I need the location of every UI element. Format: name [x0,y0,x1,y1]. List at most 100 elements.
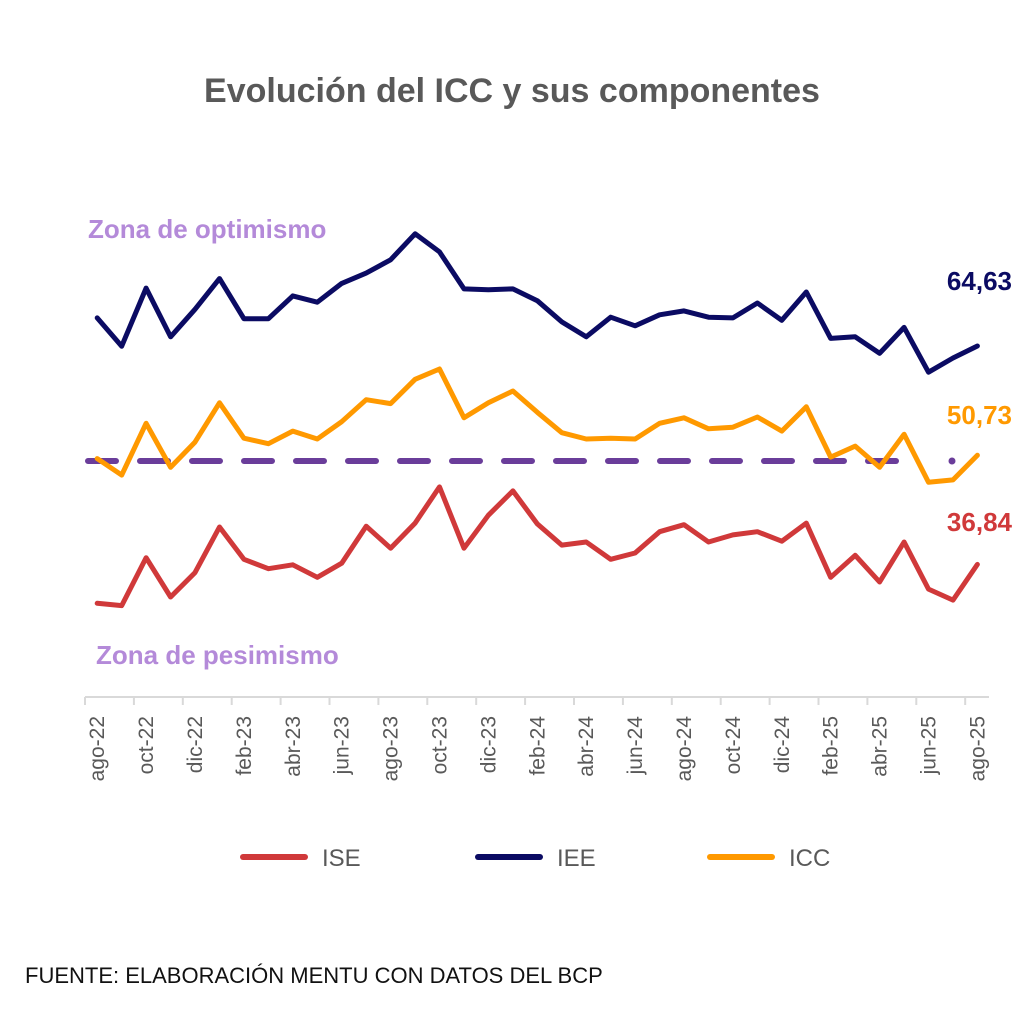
data-point-icc [170,466,172,468]
data-point-icc [414,378,416,380]
data-point-icc [659,422,661,424]
data-point-icc [439,368,441,370]
x-tick-label: abr-25 [869,716,892,777]
data-point-icc [952,479,954,481]
data-point-ise [194,572,196,574]
data-point-ise [487,514,489,516]
legend-label: IEE [557,845,596,872]
data-point-iee [267,318,269,320]
data-point-iee [487,289,489,291]
data-point-ise [390,547,392,549]
data-point-ise [756,531,758,533]
data-point-icc [96,458,98,460]
x-tick-label: feb-25 [820,716,843,776]
data-point-icc [121,474,123,476]
end-label-icc: 50,73 [947,400,1012,430]
data-point-ise [561,544,563,546]
data-point-icc [903,433,905,435]
data-point-iee [805,291,807,293]
data-point-icc [267,443,269,445]
data-point-icc [536,411,538,413]
data-point-iee [96,317,98,319]
data-point-iee [170,336,172,338]
data-point-ise [463,547,465,549]
data-point-ise [121,605,123,607]
x-tick-label: dic-22 [184,716,207,773]
data-point-icc [316,438,318,440]
data-point-icc [390,403,392,405]
data-point-iee [585,336,587,338]
data-point-icc [756,416,758,418]
legend-item-ise: ISE [240,845,361,872]
data-point-ise [341,562,343,564]
data-point-iee [316,301,318,303]
data-point-iee [928,371,930,373]
data-point-ise [707,541,709,543]
data-point-iee [341,282,343,284]
data-point-iee [145,287,147,289]
data-point-ise [365,525,367,527]
data-point-iee [781,319,783,321]
data-point-ise [218,526,220,528]
data-point-icc [145,422,147,424]
series-ise: 36,84 [94,484,1013,609]
data-point-icc [707,428,709,430]
data-point-iee [390,259,392,261]
data-point-ise [585,541,587,543]
data-point-ise [316,576,318,578]
data-point-iee [414,233,416,235]
data-point-icc [463,417,465,419]
data-point-iee [439,251,441,253]
data-point-iee [707,316,709,318]
series-line-iee [94,231,980,375]
data-point-iee [536,300,538,302]
data-point-icc [341,421,343,423]
data-point-iee [756,302,758,304]
data-point-ise [414,522,416,524]
data-point-iee [365,272,367,274]
x-tick-label: jun-25 [918,716,941,775]
data-point-icc [928,481,930,483]
data-point-ise [683,524,685,526]
data-point-ise [170,596,172,598]
data-point-iee [463,288,465,290]
x-tick-label: oct-22 [135,716,158,774]
data-point-ise [854,554,856,556]
data-point-ise [952,599,954,601]
series-line-ise [94,484,980,609]
x-tick-label: ago-25 [966,716,989,781]
x-tick-label: feb-24 [526,716,549,776]
data-point-iee [121,345,123,347]
data-point-icc [854,445,856,447]
data-point-icc [292,430,294,432]
data-point-ise [732,534,734,536]
series-line-icc [94,366,980,485]
x-tick-label: dic-24 [771,716,794,774]
x-tick-label: jun-24 [624,716,647,776]
x-tick-label: feb-23 [233,716,256,776]
end-label-iee: 64,63 [947,266,1012,296]
x-tick-label: jun-23 [331,716,354,775]
data-point-icc [781,430,783,432]
source-note: FUENTE: ELABORACIÓN MENTU CON DATOS DEL … [25,963,603,988]
data-point-iee [561,321,563,323]
data-point-icc [194,441,196,443]
data-point-ise [879,581,881,583]
data-point-iee [683,310,685,312]
series-icc: 50,73 [94,366,1012,485]
data-point-ise [976,563,978,565]
data-point-icc [879,466,881,468]
series-iee: 64,63 [94,231,1012,375]
data-point-icc [732,426,734,428]
data-point-ise [439,486,441,488]
data-point-icc [512,390,514,392]
end-label-ise: 36,84 [947,507,1013,537]
data-point-iee [610,316,612,318]
data-point-icc [243,437,245,439]
pessimism-zone-label: Zona de pesimismo [96,640,339,670]
data-point-ise [610,558,612,560]
data-point-iee [512,288,514,290]
data-point-iee [292,295,294,297]
data-point-ise [292,564,294,566]
data-point-ise [243,558,245,560]
